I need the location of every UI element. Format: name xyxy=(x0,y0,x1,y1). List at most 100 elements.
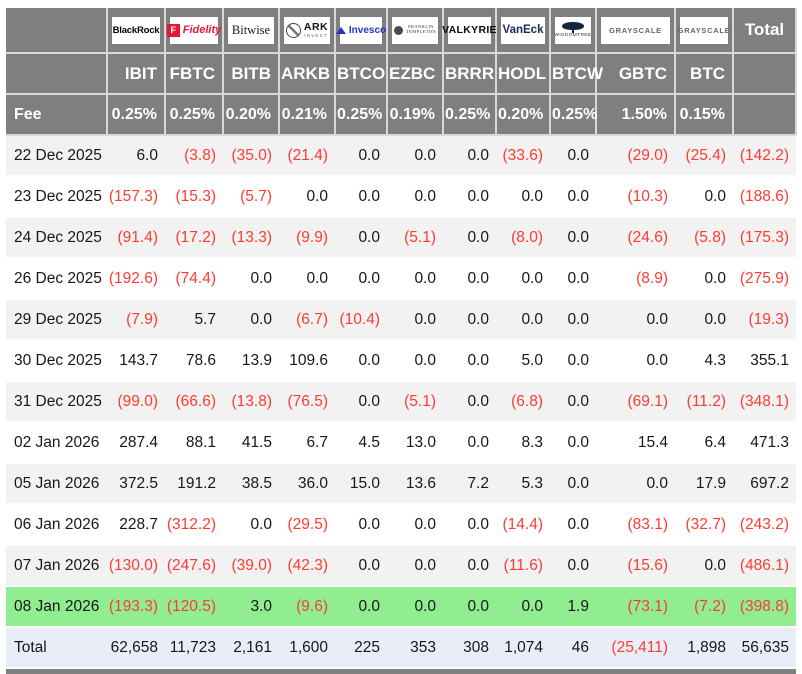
logo-cell: Bitwise xyxy=(223,8,280,54)
value-cell: 191.2 xyxy=(165,463,223,505)
fidelity-logo: F Fidelity xyxy=(166,16,221,44)
ticker-row-total-cell xyxy=(733,53,797,95)
value-cell: 0.0 xyxy=(335,340,387,382)
value-cell: 0.0 xyxy=(443,299,496,341)
value-cell: 0.0 xyxy=(496,299,550,341)
table-row: 22 Dec 2025 6.0 (3.8) (35.0) (21.4) 0.0 0.0 0.0… xyxy=(6,135,796,177)
value-cell: (247.6) xyxy=(165,545,223,587)
value-cell: 0.0 xyxy=(496,586,550,628)
date-cell: 24 Dec 2025 xyxy=(6,217,107,259)
value-cell: (33.6) xyxy=(496,135,550,177)
value-cell: 0.0 xyxy=(550,545,596,587)
logo-text: Bitwise xyxy=(231,22,271,37)
value-cell: 0.0 xyxy=(387,258,443,300)
value-cell: (13.8) xyxy=(223,381,279,423)
logo-line: FRANKLIN xyxy=(408,24,434,30)
ticker-cell-ezbc: EZBC xyxy=(387,53,444,95)
value-cell: (188.6) xyxy=(733,176,796,218)
table-row: 02 Jan 2026 287.4 88.1 41.5 6.7 4.5 13.0 0.0 8.3… xyxy=(6,422,796,464)
total-value-cell: 353 xyxy=(387,627,443,669)
value-cell: (66.6) xyxy=(165,381,223,423)
value-cell: 287.4 xyxy=(107,422,165,464)
table-row: 24 Dec 2025 (91.4) (17.2) (13.3) (9.9) 0.0 (5.… xyxy=(6,217,796,259)
value-cell: 0.0 xyxy=(443,381,496,423)
value-cell: 0.0 xyxy=(550,217,596,259)
value-cell: 0.0 xyxy=(443,135,496,177)
total-row-label: Total xyxy=(6,627,107,669)
value-cell: (175.3) xyxy=(733,217,796,259)
value-cell: (42.3) xyxy=(279,545,335,587)
value-cell: 0.0 xyxy=(335,381,387,423)
value-cell: 78.6 xyxy=(165,340,223,382)
logo-text: VanEck xyxy=(502,24,544,36)
value-cell: 0.0 xyxy=(279,258,335,300)
fee-cell-brrr: 0.25% xyxy=(443,94,497,136)
value-cell: 13.6 xyxy=(387,463,443,505)
total-column-header: Total xyxy=(733,8,797,54)
logo-line: WISDOMTREE xyxy=(554,32,592,38)
value-cell: 38.5 xyxy=(223,463,279,505)
value-cell: (5.1) xyxy=(387,381,443,423)
ticker-cell-arkb: ARKB xyxy=(279,53,336,95)
grayscale-logo: GRAYSCALE xyxy=(678,16,730,44)
value-cell: 0.0 xyxy=(550,463,596,505)
date-cell: 23 Dec 2025 xyxy=(6,176,107,218)
franklin-logo: FRANKLIN TEMPLETON xyxy=(392,16,438,44)
value-cell: (69.1) xyxy=(596,381,675,423)
etf-flow-table: BlackRock F Fidelity Bitwise ARK INVEST Invesc… xyxy=(6,8,797,674)
value-cell: 0.0 xyxy=(443,586,496,628)
value-cell: 0.0 xyxy=(550,299,596,341)
value-cell: (13.3) xyxy=(223,217,279,259)
value-cell: 0.0 xyxy=(223,258,279,300)
footer-bar-cell xyxy=(6,668,796,674)
total-value-cell: 1,898 xyxy=(675,627,733,669)
value-cell: 4.5 xyxy=(335,422,387,464)
date-cell: 06 Jan 2026 xyxy=(6,504,107,546)
ticker-cell-fbtc: FBTC xyxy=(165,53,224,95)
value-cell: 0.0 xyxy=(496,176,550,218)
total-value-cell: 11,723 xyxy=(165,627,223,669)
value-cell: 0.0 xyxy=(387,586,443,628)
value-cell: (398.8) xyxy=(733,586,796,628)
value-cell: 0.0 xyxy=(550,135,596,177)
value-cell: 0.0 xyxy=(335,504,387,546)
value-cell: (275.9) xyxy=(733,258,796,300)
value-cell: (192.6) xyxy=(107,258,165,300)
value-cell: (39.0) xyxy=(223,545,279,587)
value-cell: 355.1 xyxy=(733,340,796,382)
invesco-mountain-icon xyxy=(335,26,346,34)
fee-row-label: Fee xyxy=(6,94,108,136)
fee-cell-arkb: 0.21% xyxy=(279,94,336,136)
value-cell: 0.0 xyxy=(443,176,496,218)
logo-line: INVEST xyxy=(304,32,328,38)
value-cell: 0.0 xyxy=(550,176,596,218)
value-cell: 36.0 xyxy=(279,463,335,505)
logo-cell: VanEck xyxy=(496,8,551,54)
value-cell: 697.2 xyxy=(733,463,796,505)
value-cell: (348.1) xyxy=(733,381,796,423)
value-cell: (8.9) xyxy=(596,258,675,300)
value-cell: (76.5) xyxy=(279,381,335,423)
table-row: 06 Jan 2026 228.7 (312.2) 0.0 (29.5) 0.0 0.0 0.… xyxy=(6,504,796,546)
logo-cell: F Fidelity xyxy=(165,8,224,54)
value-cell: 15.0 xyxy=(335,463,387,505)
value-cell: 0.0 xyxy=(443,545,496,587)
value-cell: 3.0 xyxy=(223,586,279,628)
date-cell: 07 Jan 2026 xyxy=(6,545,107,587)
ticker-cell-bitb: BITB xyxy=(223,53,280,95)
ark-logo: ARK INVEST xyxy=(284,16,330,44)
logo-cell: GRAYSCALE xyxy=(675,8,734,54)
date-cell: 02 Jan 2026 xyxy=(6,422,107,464)
table-row: 05 Jan 2026 372.5 191.2 38.5 36.0 15.0 13.6 7.2… xyxy=(6,463,796,505)
value-cell: 0.0 xyxy=(675,299,733,341)
value-cell: 5.7 xyxy=(165,299,223,341)
fee-cell-ibit: 0.25% xyxy=(107,94,166,136)
date-cell: 26 Dec 2025 xyxy=(6,258,107,300)
value-cell: (193.3) xyxy=(107,586,165,628)
date-cell: 30 Dec 2025 xyxy=(6,340,107,382)
total-value-cell: 225 xyxy=(335,627,387,669)
value-cell: (24.6) xyxy=(596,217,675,259)
value-cell: (142.2) xyxy=(733,135,796,177)
value-cell: (29.5) xyxy=(279,504,335,546)
value-cell: 7.2 xyxy=(443,463,496,505)
